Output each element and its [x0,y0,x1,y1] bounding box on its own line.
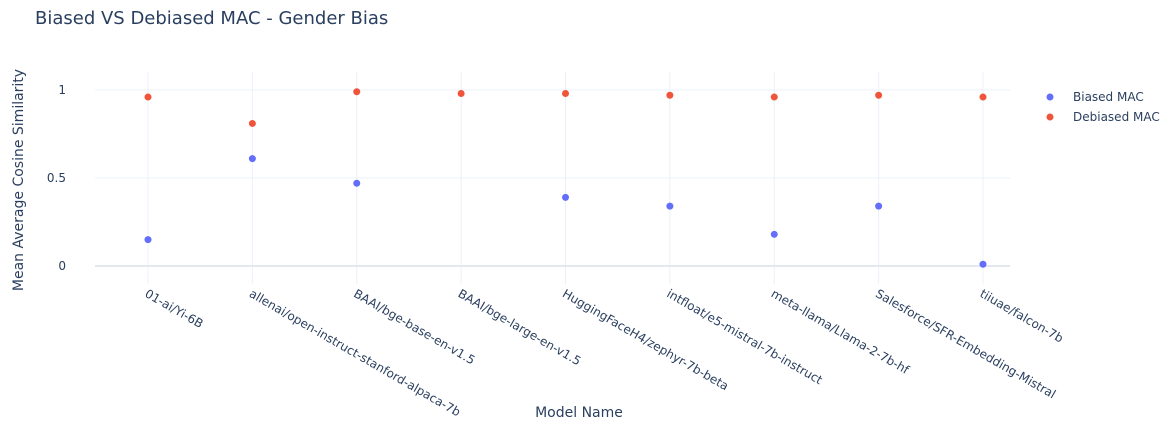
legend-marker [1046,93,1054,101]
data-point [144,93,152,101]
data-point [875,202,883,210]
data-point [979,93,987,101]
data-point [666,91,674,99]
data-point [770,230,778,238]
x-tick-labels: 01-ai/Yi-6B allenai/open-instruct-stanfor… [143,286,1066,419]
data-point [144,236,152,244]
data-point [248,155,256,163]
data-point [562,193,569,201]
y-tick-label: 0.5 [47,171,66,185]
gridlines [95,72,1010,284]
x-tick-label: tiiuae/falcon-7b [978,286,1066,345]
data-point [562,90,569,98]
x-tick-label: allenai/open-instruct-stanford-alpaca-7b [247,286,463,419]
x-tick-label: 01-ai/Yi-6B [143,286,206,331]
data-points [144,88,987,268]
data-point [875,91,883,99]
y-tick-label: 0 [58,259,66,273]
chart-title: Biased VS Debiased MAC - Gender Bias [35,8,388,29]
data-point [770,93,778,101]
legend: Biased MAC Debiased MAC [1046,90,1160,124]
x-tick-label: Salesforce/SFR-Embedding-Mistral [873,286,1058,401]
legend-label: Debiased MAC [1073,110,1160,124]
data-point [666,202,674,210]
data-point [979,260,987,268]
y-tick-labels: 00.51 [47,83,66,273]
x-axis-title: Model Name [535,405,623,421]
data-point [353,88,361,96]
data-point [457,90,465,98]
data-point [248,119,256,127]
x-tick-label: HuggingFaceH4/zephyr-7b-beta [560,286,731,393]
data-point [353,179,361,187]
y-tick-label: 1 [58,83,66,97]
y-axis-title: Mean Average Cosine Similarity [11,69,27,291]
legend-label: Biased MAC [1073,90,1144,104]
legend-marker [1046,113,1054,121]
